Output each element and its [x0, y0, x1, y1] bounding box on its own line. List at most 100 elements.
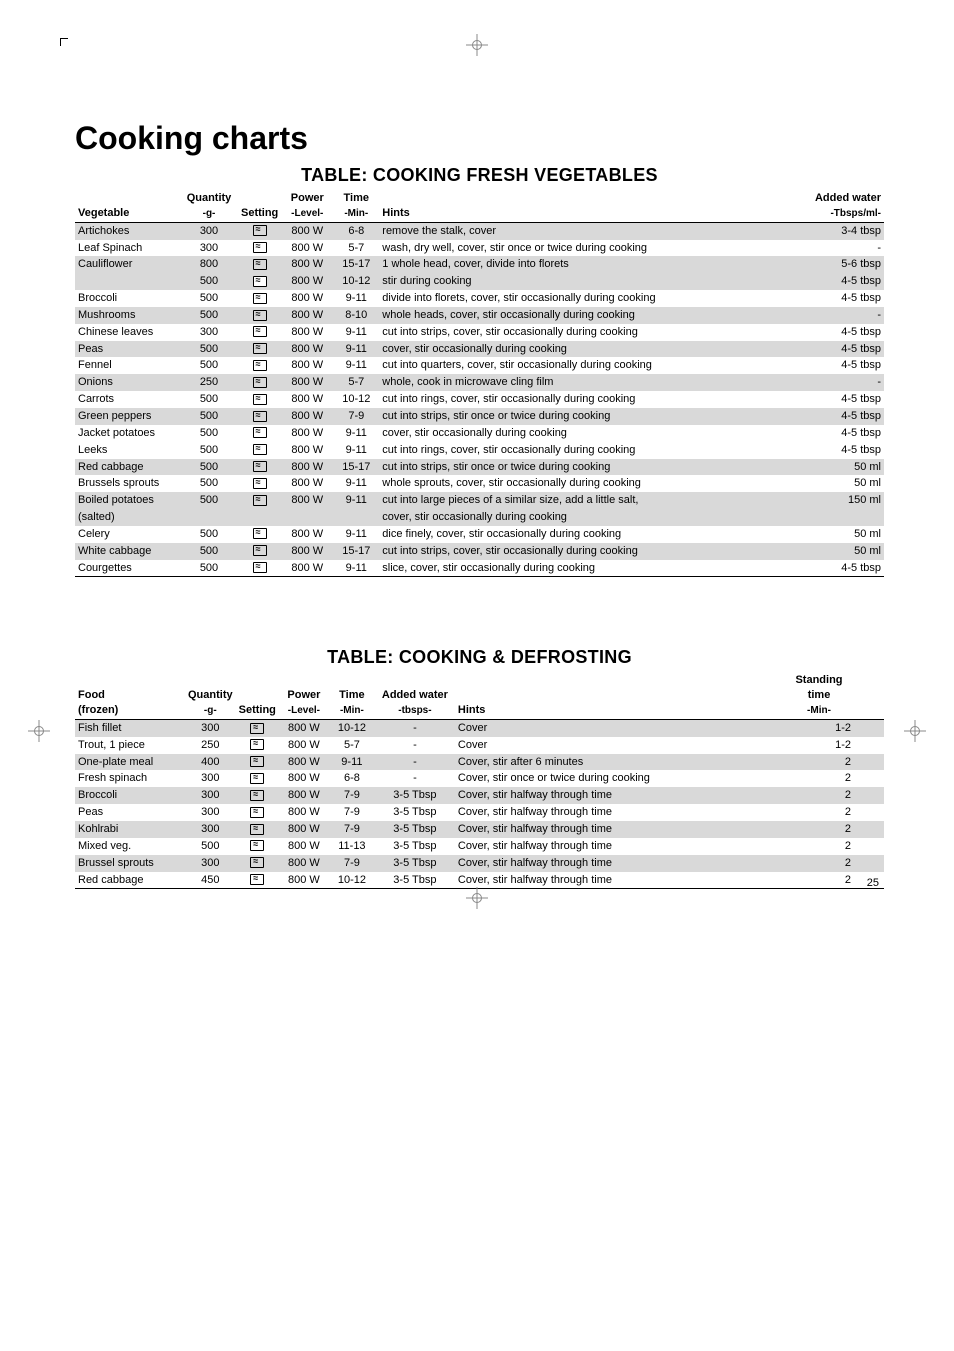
cell-water: - [809, 374, 884, 391]
cell-time: 5-7 [333, 374, 379, 391]
cell-vegetable: Jacket potatoes [75, 425, 180, 442]
cooking-defrosting-table: Food(frozen) Quantity-g- Setting Power-L… [75, 672, 884, 889]
table-row: Kohlrabi300800 W7-93-5 TbspCover, stir h… [75, 821, 884, 838]
table-row: Broccoli500800 W9-11divide into florets,… [75, 290, 884, 307]
cell-vegetable: Mushrooms [75, 307, 180, 324]
cell-setting [238, 324, 281, 341]
microwave-icon [253, 444, 267, 455]
cell-hint: Cover [455, 737, 784, 754]
cell-water: - [809, 240, 884, 257]
cell-time: 7-9 [329, 787, 375, 804]
th-setting2: Setting [236, 672, 279, 719]
microwave-icon [250, 739, 264, 750]
cell-qty: 500 [180, 526, 238, 543]
th-hints2: Hints [455, 672, 784, 719]
th-spacer [854, 672, 884, 719]
cell-hint: dice finely, cover, stir occasionally du… [379, 526, 809, 543]
cell-vegetable: Brussels sprouts [75, 475, 180, 492]
cell-setting [236, 737, 279, 754]
cell-hint: cut into quarters, cover, stir occasiona… [379, 357, 809, 374]
cell-power [281, 509, 333, 526]
table-row: Leeks500800 W9-11cut into rings, cover, … [75, 442, 884, 459]
cell-vegetable [75, 273, 180, 290]
cell-setting [238, 459, 281, 476]
cell-hint: cover, stir occasionally during cooking [379, 341, 809, 358]
cell-setting [238, 374, 281, 391]
cell-water: 5-6 tbsp [809, 256, 884, 273]
cell-time: 10-12 [329, 719, 375, 736]
cell-time [333, 509, 379, 526]
cell-setting [236, 787, 279, 804]
cell-qty: 300 [185, 719, 236, 736]
cell-setting [238, 273, 281, 290]
microwave-icon [250, 773, 264, 784]
cell-spacer [854, 787, 884, 804]
cell-setting [238, 509, 281, 526]
th-water: Added water-Tbsps/ml- [809, 190, 884, 222]
cell-power: 800 W [279, 770, 329, 787]
cell-qty: 500 [180, 307, 238, 324]
th-time2: Time-Min- [329, 672, 375, 719]
cell-setting [238, 307, 281, 324]
th-water2: Added water-tbsps- [375, 672, 455, 719]
microwave-icon [253, 528, 267, 539]
cell-water: 50 ml [809, 543, 884, 560]
cell-water: 4-5 tbsp [809, 391, 884, 408]
cell-power: 800 W [279, 821, 329, 838]
cell-setting [238, 391, 281, 408]
microwave-icon [253, 276, 267, 287]
cell-time: 7-9 [333, 408, 379, 425]
cell-setting [238, 222, 281, 239]
cell-hint: whole heads, cover, stir occasionally du… [379, 307, 809, 324]
cell-time: 9-11 [333, 560, 379, 577]
microwave-icon [253, 326, 267, 337]
cell-setting [238, 543, 281, 560]
cell-hint: Cover, stir halfway through time [455, 838, 784, 855]
cell-qty: 500 [180, 459, 238, 476]
cell-setting [238, 492, 281, 509]
cell-time: 7-9 [329, 821, 375, 838]
th-food: Food(frozen) [75, 672, 185, 719]
cell-power: 800 W [281, 273, 333, 290]
microwave-icon [253, 478, 267, 489]
cell-hint: whole sprouts, cover, stir occasionally … [379, 475, 809, 492]
table-row: Peas500800 W9-11cover, stir occasionally… [75, 341, 884, 358]
cell-setting [236, 838, 279, 855]
table-row: Artichokes300800 W6-8remove the stalk, c… [75, 222, 884, 239]
page-number: 25 [867, 877, 879, 889]
cell-setting [238, 290, 281, 307]
table-row: Brussel sprouts300800 W7-93-5 TbspCover,… [75, 855, 884, 872]
microwave-icon [253, 242, 267, 253]
cell-spacer [854, 855, 884, 872]
cell-hint: whole, cook in microwave cling film [379, 374, 809, 391]
cell-stand: 2 [784, 754, 854, 771]
crop-mark-bottom [466, 887, 488, 909]
cell-power: 800 W [281, 526, 333, 543]
th-power2: Power-Level- [279, 672, 329, 719]
cell-qty: 300 [180, 324, 238, 341]
microwave-icon [250, 723, 264, 734]
cell-qty: 500 [180, 475, 238, 492]
cell-water: - [375, 719, 455, 736]
cell-time: 7-9 [329, 804, 375, 821]
cell-hint: cut into strips, cover, stir occasionall… [379, 324, 809, 341]
cell-time: 9-11 [333, 341, 379, 358]
cell-hint: cut into large pieces of a similar size,… [379, 492, 809, 509]
table-row: Onions250800 W5-7whole, cook in microwav… [75, 374, 884, 391]
cell-time: 5-7 [329, 737, 375, 754]
cell-stand: 1-2 [784, 737, 854, 754]
cell-time: 9-11 [333, 290, 379, 307]
cell-hint: cut into rings, cover, stir occasionally… [379, 391, 809, 408]
cell-water: 3-5 Tbsp [375, 821, 455, 838]
cell-qty: 300 [180, 240, 238, 257]
cell-time: 15-17 [333, 459, 379, 476]
cell-qty: 400 [185, 754, 236, 771]
cell-water: 3-5 Tbsp [375, 838, 455, 855]
cell-vegetable: Courgettes [75, 560, 180, 577]
microwave-icon [250, 807, 264, 818]
cell-hint: Cover, stir halfway through time [455, 787, 784, 804]
cell-time: 9-11 [333, 526, 379, 543]
cell-vegetable: Leaf Spinach [75, 240, 180, 257]
cell-setting [238, 442, 281, 459]
table-row: Mushrooms500800 W8-10whole heads, cover,… [75, 307, 884, 324]
